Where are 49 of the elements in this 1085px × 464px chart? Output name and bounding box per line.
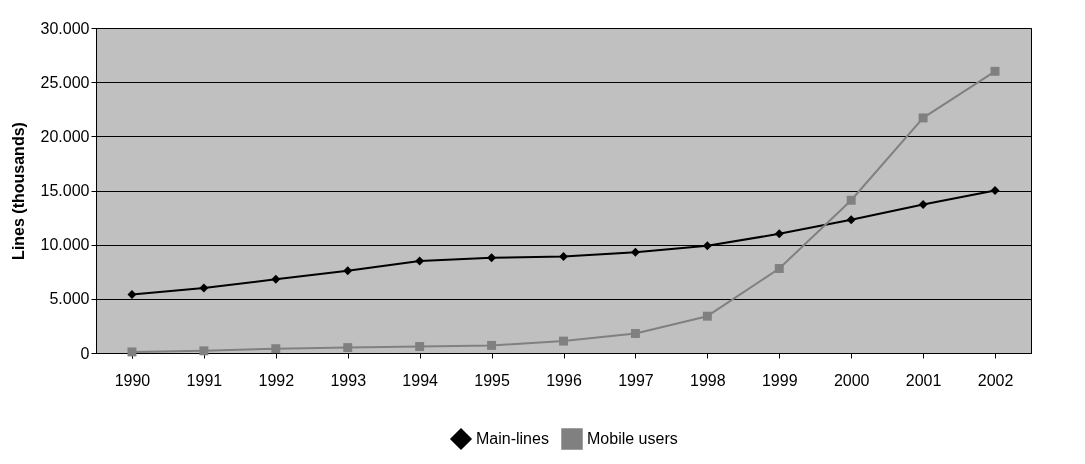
- x-tick-label: 1997: [618, 371, 654, 389]
- point: [774, 229, 784, 239]
- point: [271, 344, 281, 354]
- point: [630, 329, 640, 338]
- y-tick-label: 15.000: [40, 182, 90, 199]
- point: [846, 215, 856, 225]
- x-tick-label: 1999: [761, 371, 798, 389]
- point: [127, 347, 137, 357]
- point: [487, 253, 497, 263]
- point: [702, 241, 712, 251]
- x-tick-label: 1994: [402, 371, 439, 389]
- point: [343, 266, 353, 276]
- x-tick-label: 1998: [690, 371, 726, 389]
- point: [487, 340, 497, 350]
- point: [559, 336, 568, 346]
- x-tick-label: 2002: [977, 371, 1014, 389]
- x-tick-label: 1995: [474, 371, 510, 389]
- point: [990, 186, 1000, 195]
- y-tick-label: 30.000: [40, 19, 90, 37]
- point: [199, 283, 209, 293]
- legend-label: Mobile users: [587, 430, 678, 447]
- point: [415, 342, 425, 351]
- legend-label: Main-lines: [476, 430, 549, 447]
- point: [702, 311, 712, 321]
- point: [559, 252, 568, 262]
- point: [990, 66, 1000, 76]
- point: [918, 113, 928, 123]
- x-tick-label: 2001: [905, 371, 942, 389]
- y-tick-label: 25.000: [40, 73, 90, 91]
- y-axis-title: Lines (thousands): [9, 122, 27, 260]
- x-tick-label: 1990: [114, 371, 151, 389]
- point: [199, 346, 209, 356]
- y-tick-label: 5.000: [49, 290, 90, 308]
- x-tick-label: 2000: [833, 371, 870, 389]
- point: [774, 264, 784, 273]
- x-tick-label: 1993: [330, 371, 367, 389]
- point: [630, 247, 640, 257]
- y-tick-label: 20.000: [40, 127, 90, 145]
- x-tick-label: 1992: [258, 371, 295, 389]
- point: [343, 343, 353, 353]
- x-tick-label: 1996: [546, 371, 582, 389]
- y-tick-label: 0: [80, 344, 90, 362]
- point: [918, 200, 928, 210]
- point: [271, 274, 281, 284]
- point: [846, 195, 856, 205]
- point: [127, 290, 137, 299]
- point: [415, 256, 425, 266]
- x-tick-label: 1991: [186, 371, 223, 389]
- y-tick-label: 10.000: [40, 236, 90, 254]
